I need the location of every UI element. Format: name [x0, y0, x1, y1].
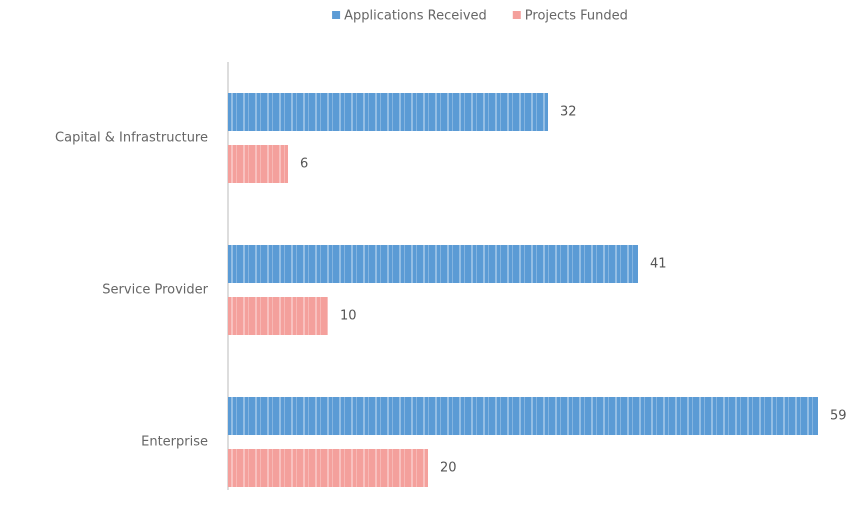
legend-swatch — [332, 11, 341, 19]
bar-texture — [228, 297, 328, 335]
legend-label: Projects Funded — [525, 9, 628, 24]
bar-texture — [228, 449, 428, 487]
legend-label: Applications Received — [344, 9, 487, 24]
bar-texture — [228, 397, 818, 435]
value-label: 10 — [340, 309, 357, 324]
bar-texture — [228, 145, 288, 183]
category-label: Enterprise — [141, 435, 208, 450]
category-label: Capital & Infrastructure — [55, 131, 208, 146]
value-label: 20 — [440, 461, 457, 476]
value-label: 59 — [830, 409, 847, 424]
legend-swatch — [512, 11, 521, 19]
value-label: 6 — [300, 157, 308, 172]
bar-texture — [228, 245, 638, 283]
bar-texture — [228, 93, 548, 131]
value-label: 32 — [560, 105, 577, 120]
value-label: 41 — [650, 257, 667, 272]
category-label: Service Provider — [102, 283, 208, 298]
